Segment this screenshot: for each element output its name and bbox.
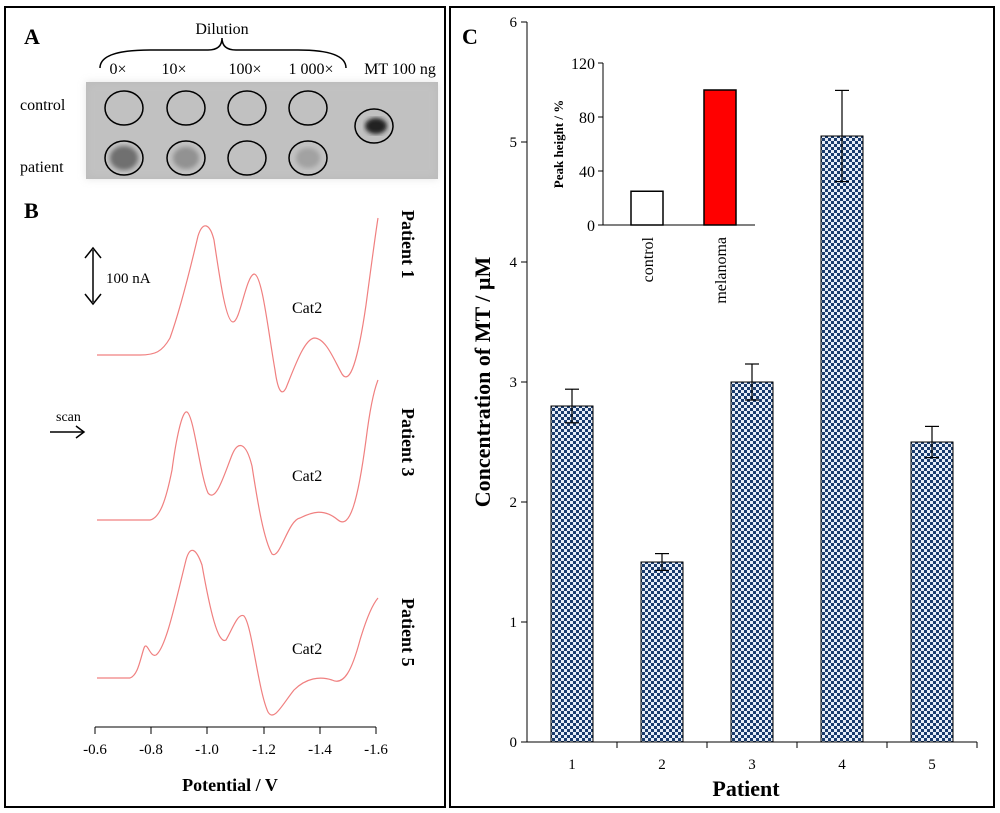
spot-control-10x: [166, 90, 206, 126]
row-label-control: control: [20, 97, 66, 114]
spot-fill-patient-10x: [173, 147, 199, 169]
spot-control-1000x: [288, 90, 328, 126]
spot-patient-1000x: [288, 140, 328, 176]
left-panel-frame: [4, 6, 446, 808]
main-y-tick-label: 4: [510, 255, 518, 271]
scan-label: scan: [56, 410, 81, 425]
trace-label-patient-3: Patient 3: [398, 408, 418, 476]
peak-label-patient-1: Cat2: [292, 300, 322, 317]
main-y-ticks: 0 1 2 3 4 5 6: [510, 15, 527, 751]
bar-patient-4: [820, 135, 864, 743]
main-x-tick-label: 1: [568, 757, 576, 773]
inset-y-tick-label: 40: [579, 164, 595, 181]
potential-tick-label: -1.4: [308, 742, 332, 758]
main-y-axis-label: Concentration of MT / µM: [470, 256, 495, 507]
dilution-title: Dilution: [195, 21, 248, 38]
inset-x-label-melanoma: melanoma: [713, 237, 730, 304]
trace-label-patient-1: Patient 1: [398, 210, 418, 278]
peak-label-patient-3: Cat2: [292, 468, 322, 485]
panel-b-label: B: [24, 198, 39, 223]
peak-label-patient-5: Cat2: [292, 641, 322, 658]
dilution-0x: 0×: [109, 61, 126, 78]
dilution-brace: [99, 37, 347, 69]
main-x-tick-label: 5: [928, 757, 936, 773]
inset-bar-melanoma: [703, 89, 737, 226]
main-error-bars: [565, 89, 939, 572]
panel-c: C 0 1 2 3 4 5 6 1 2 3 4 5 Concentration of MT / µM…: [462, 15, 978, 801]
bar-patient-3: [730, 381, 774, 743]
bar-patient-5: [910, 441, 954, 743]
main-x-axis-label: Patient: [712, 776, 780, 801]
inset-y-tick-label: 120: [571, 56, 595, 73]
main-y-tick-label: 0: [510, 735, 518, 751]
main-y-tick-label: 6: [510, 15, 518, 31]
potential-tick-label: -1.6: [364, 742, 388, 758]
spot-fill-patient-1000x: [296, 148, 320, 168]
spot-control-100x: [227, 90, 267, 126]
spot-mt-standard: [354, 108, 394, 144]
main-y-tick-label: 5: [510, 135, 518, 151]
potential-tick-label: -1.0: [195, 742, 219, 758]
mt-standard-label: MT 100 ng: [364, 61, 436, 78]
trace-patient-3: [97, 379, 379, 555]
main-y-tick-label: 3: [510, 375, 518, 391]
spot-patient-10x: [166, 140, 206, 176]
panel-b: B 100 nA scan Cat2 Cat2 Cat2 Patient 1 P…: [24, 198, 418, 795]
spot-patient-0x: [104, 140, 144, 176]
potential-ticks: [94, 727, 377, 734]
inset-x-labels: control melanoma: [640, 236, 730, 303]
inset-y-tick-label: 80: [579, 110, 595, 127]
panel-a-label: A: [24, 24, 40, 49]
main-x-tick-label: 2: [658, 757, 666, 773]
spot-fill-mt-standard: [365, 118, 387, 134]
inset-y-tick-label: 0: [587, 218, 595, 235]
main-bars: [550, 135, 954, 743]
spot-patient-100x: [227, 140, 267, 176]
spot-fill-patient-0x: [110, 146, 138, 170]
dilution-100x: 100×: [228, 61, 261, 78]
main-y-tick-label: 1: [510, 615, 518, 631]
inset-bar-control: [630, 190, 664, 226]
row-label-patient: patient: [20, 159, 64, 176]
trace-label-patient-5: Patient 5: [398, 598, 418, 666]
bar-patient-1: [550, 405, 594, 743]
trace-patient-5: [97, 549, 379, 716]
scale-bar-arrows: [84, 246, 102, 306]
main-x-ticks: 1 2 3 4 5: [568, 742, 978, 773]
panel-a: A Dilution 0× 10× 100× 1 000× MT 100 ng …: [20, 21, 438, 179]
right-panel-frame: [449, 6, 995, 808]
potential-tick-label: -1.2: [252, 742, 276, 758]
potential-tick-label: -0.8: [139, 742, 163, 758]
inset-y-ticks: 0 40 80 120: [571, 56, 603, 235]
inset-x-label-control: control: [640, 236, 657, 282]
potential-axis-label: Potential / V: [182, 775, 278, 795]
bar-patient-2: [640, 561, 684, 743]
scale-bar-label: 100 nA: [106, 271, 151, 287]
dilution-10x: 10×: [161, 61, 186, 78]
spot-control-0x: [104, 90, 144, 126]
dilution-1000x: 1 000×: [288, 61, 333, 78]
potential-tick-label: -0.6: [83, 742, 107, 758]
main-x-tick-label: 4: [838, 757, 846, 773]
inset-y-axis-label: Peak height / %: [551, 100, 566, 188]
inset-bars: [630, 89, 737, 226]
main-y-tick-label: 2: [510, 495, 518, 511]
main-x-tick-label: 3: [748, 757, 756, 773]
scan-arrowhead: [75, 425, 86, 439]
trace-patient-1: [97, 217, 379, 393]
panel-c-label: C: [462, 24, 478, 49]
